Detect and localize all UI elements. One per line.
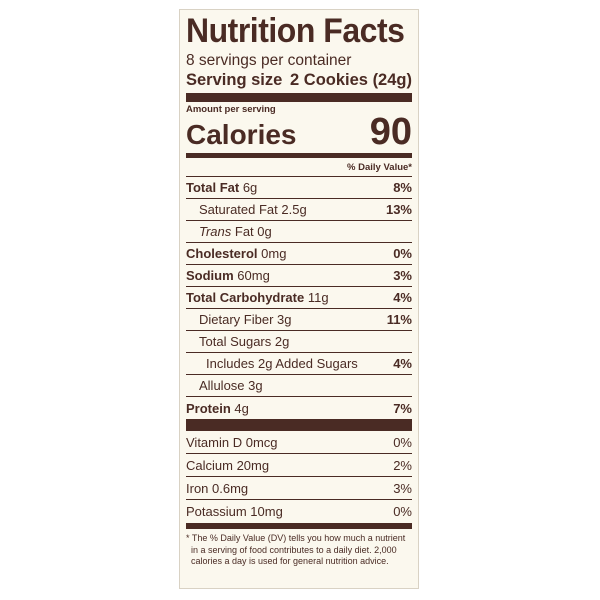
vitamin-name: Calcium 20mg	[186, 457, 270, 473]
nutrient-amount: Fat 0g	[234, 224, 272, 239]
nutrient-name: Total Fat	[186, 180, 240, 195]
daily-value-footnote: * The % Daily Value (DV) tells you how m…	[186, 533, 406, 566]
nutrient-row-protein: Protein 4g 7%	[186, 397, 412, 419]
divider-thick	[186, 419, 412, 431]
vitamin-dv: 3%	[393, 480, 412, 496]
nutrient-row-total-sugars: Total Sugars 2g	[186, 331, 412, 353]
nutrient-amount: 60mg	[237, 268, 270, 283]
vitamin-row-potassium: Potassium 10mg 0%	[186, 500, 412, 523]
nutrient-amount: 4g	[234, 400, 249, 416]
nutrient-amount: 11g	[307, 290, 329, 305]
nutrient-name: Protein	[186, 400, 231, 416]
nutrient-row-saturated-fat: Saturated Fat 2.5g 13%	[186, 199, 412, 221]
nutrient-row-sodium: Sodium 60mg 3%	[186, 265, 412, 287]
nutrient-dv: 0%	[393, 246, 412, 261]
nutrient-dv: 13%	[385, 202, 412, 217]
vitamin-dv: 0%	[393, 504, 412, 519]
nutrient-dv: 8%	[393, 180, 412, 195]
vitamin-name: Potassium 10mg	[186, 504, 283, 519]
nutrient-row-total-carbohydrate: Total Carbohydrate 11g 4%	[186, 287, 412, 309]
nutrient-name: Cholesterol	[186, 246, 258, 261]
nutrient-dv: 3%	[393, 268, 412, 283]
nutrient-row-total-fat: Total Fat 6g 8%	[186, 177, 412, 199]
serving-size-row: Serving size 2 Cookies (24g)	[186, 70, 412, 90]
amount-per-serving: Amount per serving	[186, 104, 276, 115]
label-title: Nutrition Facts	[186, 12, 405, 50]
nutrient-amount: 6g	[242, 180, 258, 195]
nutrient-name: Allulose 3g	[199, 378, 263, 393]
nutrient-dv: 4%	[393, 290, 412, 305]
calories-row: Calories 90	[186, 111, 412, 153]
nutrient-amount: 0mg	[261, 246, 287, 261]
nutrient-row-dietary-fiber: Dietary Fiber 3g 11%	[186, 309, 412, 331]
nutrient-name: Sodium	[186, 268, 234, 283]
nutrient-name: Total Sugars 2g	[199, 334, 290, 349]
nutrient-name: Dietary Fiber 3g	[199, 312, 292, 327]
nutrient-row-trans-fat: Trans Fat 0g	[186, 221, 412, 243]
nutrition-facts-label: Nutrition Facts 8 servings per container…	[179, 9, 419, 589]
divider-medium	[186, 153, 412, 158]
divider-medium	[186, 523, 412, 529]
nutrient-row-cholesterol: Cholesterol 0mg 0%	[186, 243, 412, 265]
nutrient-name: Includes 2g Added Sugars	[206, 356, 358, 371]
calories-value: 90	[369, 111, 412, 153]
daily-value-header: % Daily Value*	[186, 158, 412, 177]
nutrient-dv: 4%	[393, 356, 412, 371]
vitamin-dv: 2%	[393, 457, 412, 473]
divider-thick	[186, 93, 412, 102]
vitamin-dv: 0%	[393, 434, 412, 450]
nutrient-dv: 11%	[386, 312, 412, 327]
calories-label: Calories	[186, 119, 297, 150]
vitamin-row-iron: Iron 0.6mg 3%	[186, 477, 412, 500]
nutrient-dv: 7%	[393, 400, 412, 416]
nutrient-name: Total Carbohydrate	[186, 290, 305, 305]
vitamin-name: Iron 0.6mg	[186, 480, 249, 496]
nutrient-row-added-sugars: Includes 2g Added Sugars 4%	[186, 353, 412, 375]
serving-size-label: Serving size	[186, 71, 283, 89]
serving-size-value: 2 Cookies (24g)	[290, 71, 412, 89]
nutrient-name: Trans	[199, 224, 232, 239]
vitamin-row-calcium: Calcium 20mg 2%	[186, 454, 412, 477]
nutrient-name: Saturated Fat 2.5g	[199, 202, 307, 217]
nutrient-row-allulose: Allulose 3g	[186, 375, 412, 397]
vitamin-row-vitamin-d: Vitamin D 0mcg 0%	[186, 431, 412, 454]
vitamin-name: Vitamin D 0mcg	[186, 434, 278, 450]
servings-per-container: 8 servings per container	[186, 52, 352, 69]
